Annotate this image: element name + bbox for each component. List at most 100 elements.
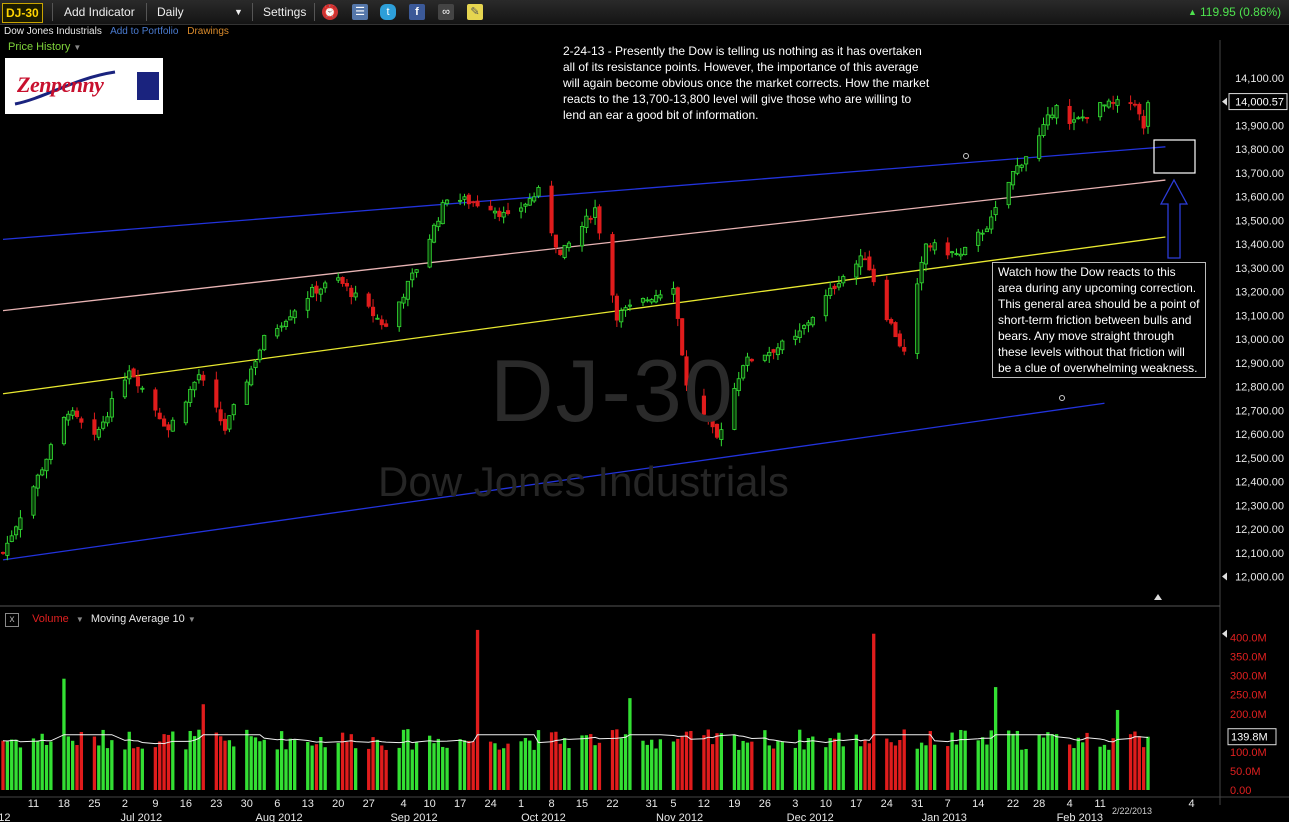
candle-body xyxy=(44,458,49,472)
volume-bar xyxy=(732,734,737,790)
settings-button[interactable]: Settings xyxy=(263,5,307,19)
x-month-label: Sep 2012 xyxy=(390,812,437,822)
volume-bar xyxy=(131,748,136,790)
volume-bar xyxy=(1020,749,1024,790)
candle-body xyxy=(976,231,981,246)
volume-bar xyxy=(275,749,279,790)
chevron-down-icon[interactable]: ▼ xyxy=(73,43,82,52)
instrument-name: Dow Jones Industrials xyxy=(4,26,102,37)
volume-bar xyxy=(532,749,536,790)
price-tick-label: 13,600.00 xyxy=(1235,192,1284,204)
volume-bar xyxy=(323,747,327,790)
candle-body xyxy=(671,288,676,295)
candle-body xyxy=(488,205,493,211)
volume-bar xyxy=(554,731,558,790)
price-tick-label: 13,000.00 xyxy=(1235,334,1284,346)
volume-bar xyxy=(445,747,449,790)
candle-body xyxy=(109,398,114,418)
volume-bar xyxy=(1098,746,1102,790)
candle-body xyxy=(950,251,955,254)
volume-bar xyxy=(519,741,523,790)
volume-bar xyxy=(689,730,693,790)
candle-body xyxy=(579,226,585,247)
binoculars-icon[interactable]: ∞ xyxy=(438,4,454,20)
x-tick-label: 19 xyxy=(728,798,740,810)
volume-tick-label: 50.0M xyxy=(1230,766,1261,778)
volume-bar xyxy=(340,732,345,790)
alarm-clock-icon[interactable]: ⏰ xyxy=(322,4,338,20)
x-tick-label: 10 xyxy=(820,798,832,810)
chevron-down-icon[interactable]: ▼ xyxy=(187,615,196,624)
volume-bar xyxy=(1054,734,1059,790)
candle-body xyxy=(797,330,802,338)
sticky-note-icon[interactable]: ✎ xyxy=(467,4,483,20)
chevron-down-icon[interactable]: ▼ xyxy=(75,615,84,624)
candle-body xyxy=(462,196,467,200)
x-tick-label: 12 xyxy=(698,798,710,810)
candle-body xyxy=(379,319,384,326)
volume-bar xyxy=(959,729,963,790)
add-to-portfolio-link[interactable]: Add to Portfolio xyxy=(110,26,179,37)
candle-body xyxy=(706,416,711,420)
candle-body xyxy=(35,474,40,489)
drawings-link[interactable]: Drawings xyxy=(187,26,229,37)
interval-select[interactable]: Daily xyxy=(157,5,184,19)
candle-body xyxy=(370,306,376,317)
volume-bar xyxy=(349,734,353,790)
watchlist-icon[interactable]: ☰ xyxy=(352,4,368,20)
candle-body xyxy=(1080,116,1085,119)
volume-tick-label: 100.0M xyxy=(1230,747,1267,759)
price-tick-label: 13,300.00 xyxy=(1235,263,1284,275)
x-tick-label: 2 xyxy=(122,798,128,810)
price-tick-label: 13,200.00 xyxy=(1235,287,1284,299)
candle-body xyxy=(553,234,558,248)
volume-bar xyxy=(306,741,310,790)
volume-bar xyxy=(458,739,462,790)
twitter-icon[interactable]: t xyxy=(380,4,396,20)
collapse-arrow-icon xyxy=(1154,594,1162,600)
x-tick-label: 31 xyxy=(646,798,658,810)
candle-body xyxy=(836,283,841,288)
candle-body xyxy=(902,346,907,352)
volume-bar xyxy=(702,735,706,790)
moving-average-label[interactable]: Moving Average 10 xyxy=(90,613,185,625)
candle-body xyxy=(963,246,968,256)
candle-body xyxy=(1006,181,1011,206)
candle-body xyxy=(170,419,175,432)
candle-body xyxy=(523,203,528,207)
candle-body xyxy=(893,322,898,338)
candle-body xyxy=(619,310,624,323)
volume-bar xyxy=(1146,736,1150,790)
price-history-label: Price History xyxy=(8,41,71,53)
chevron-down-icon[interactable]: ▼ xyxy=(234,7,243,17)
candle-body xyxy=(915,283,920,354)
x-tick-label: 26 xyxy=(759,798,771,810)
volume-bar xyxy=(258,741,262,790)
candle-body xyxy=(780,340,785,351)
volume-bar xyxy=(811,736,815,790)
candle-body xyxy=(70,410,75,416)
add-indicator-button[interactable]: Add Indicator xyxy=(64,5,135,19)
volume-bar xyxy=(976,740,980,790)
candle-body xyxy=(928,245,933,248)
price-tick-label: 12,100.00 xyxy=(1235,548,1284,560)
volume-moving-average-layer xyxy=(2,734,1149,745)
volume-bar xyxy=(79,731,84,790)
close-icon[interactable]: x xyxy=(5,613,19,627)
volume-bar xyxy=(902,729,906,790)
candle-body xyxy=(1010,171,1016,186)
candle-body xyxy=(1145,102,1151,127)
x-month-label: Feb 2013 xyxy=(1057,812,1103,822)
symbol-field[interactable]: DJ-30 xyxy=(2,3,43,23)
facebook-icon[interactable]: f xyxy=(409,4,425,20)
volume-bar xyxy=(401,729,406,790)
price-history-menu[interactable]: Price History ▼ xyxy=(8,41,81,53)
volume-bar xyxy=(201,704,205,790)
volume-bar xyxy=(475,629,480,790)
last-volume-label: 139.8M xyxy=(1231,732,1268,744)
annotation-note-top: 2-24-13 - Presently the Dow is telling u… xyxy=(563,44,930,122)
last-price-box xyxy=(1228,93,1288,111)
volume-bar xyxy=(854,734,858,790)
volume-bar xyxy=(1141,747,1146,790)
volume-bar xyxy=(528,740,532,790)
